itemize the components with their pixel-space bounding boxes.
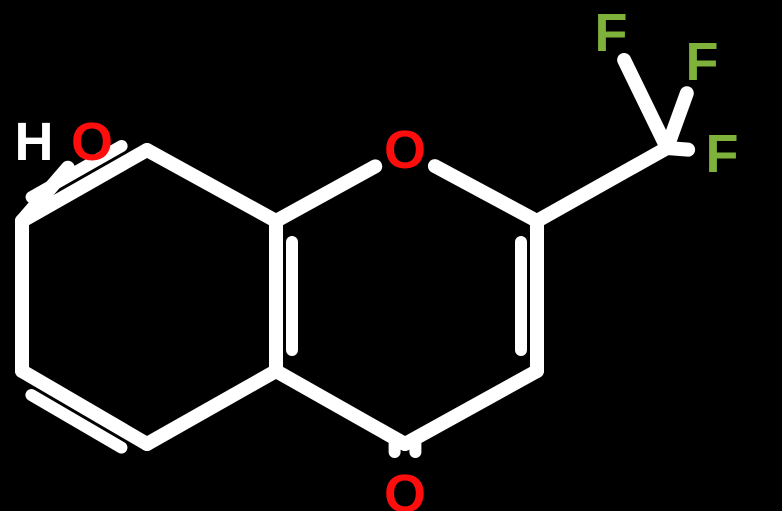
o-atom-label: O xyxy=(384,464,426,511)
molecule-diagram: OOFFFOH xyxy=(0,0,782,511)
o-atom-label: O xyxy=(384,120,426,180)
bonds-layer xyxy=(22,60,688,452)
f-atom-label: F xyxy=(686,32,719,92)
f-atom-label: F xyxy=(706,124,739,184)
f-atom-label: F xyxy=(595,3,628,63)
h-atom-label: H xyxy=(15,112,54,172)
o-atom-label: O xyxy=(71,112,113,172)
